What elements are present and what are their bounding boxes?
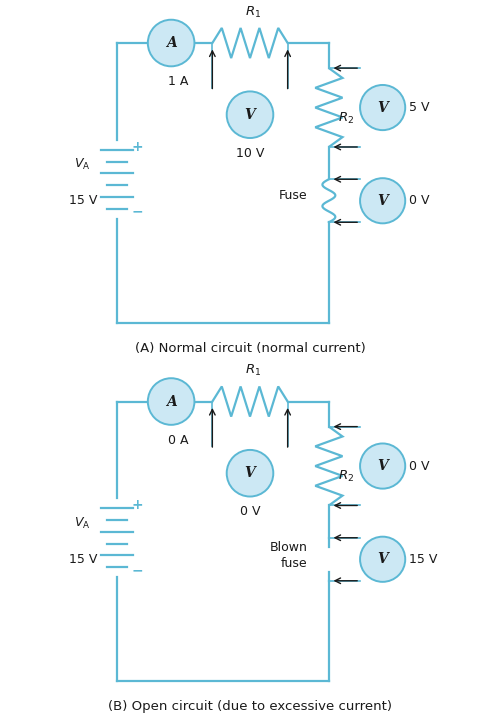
Text: $R_2$: $R_2$	[338, 110, 354, 126]
Circle shape	[360, 536, 405, 582]
Text: V: V	[378, 194, 388, 208]
Text: +: +	[132, 140, 143, 154]
Text: +: +	[132, 498, 143, 513]
Text: −: −	[132, 563, 143, 577]
Circle shape	[360, 85, 405, 130]
Text: Fuse: Fuse	[278, 189, 308, 202]
Circle shape	[360, 178, 405, 224]
Text: V: V	[244, 466, 256, 480]
Text: Blown
fuse: Blown fuse	[270, 541, 308, 570]
Text: 0 V: 0 V	[409, 460, 430, 473]
Circle shape	[360, 443, 405, 489]
Text: $R_1$: $R_1$	[246, 4, 262, 19]
Circle shape	[148, 379, 194, 424]
Circle shape	[226, 450, 274, 497]
Text: 0 V: 0 V	[409, 194, 430, 207]
Text: V: V	[244, 108, 256, 122]
Text: 0 A: 0 A	[168, 434, 188, 447]
Text: $V_\mathrm{A}$: $V_\mathrm{A}$	[74, 157, 90, 173]
Text: A: A	[166, 394, 176, 409]
Text: 15 V: 15 V	[409, 553, 437, 566]
Text: V: V	[378, 459, 388, 473]
Text: $R_1$: $R_1$	[246, 363, 262, 379]
Text: A: A	[166, 36, 176, 50]
Text: 0 V: 0 V	[240, 505, 260, 518]
Text: −: −	[132, 204, 143, 219]
Text: V: V	[378, 552, 388, 566]
Text: V: V	[378, 100, 388, 115]
Text: 15 V: 15 V	[70, 194, 98, 207]
Text: (B) Open circuit (due to excessive current): (B) Open circuit (due to excessive curre…	[108, 701, 392, 713]
Circle shape	[226, 92, 274, 138]
Text: 15 V: 15 V	[70, 553, 98, 566]
Text: 1 A: 1 A	[168, 75, 188, 88]
Text: $V_\mathrm{A}$: $V_\mathrm{A}$	[74, 516, 90, 531]
Text: 5 V: 5 V	[409, 101, 430, 114]
Text: $R_2$: $R_2$	[338, 469, 354, 485]
Text: 10 V: 10 V	[236, 147, 264, 160]
Text: (A) Normal circuit (normal current): (A) Normal circuit (normal current)	[134, 342, 366, 355]
Circle shape	[148, 19, 194, 67]
